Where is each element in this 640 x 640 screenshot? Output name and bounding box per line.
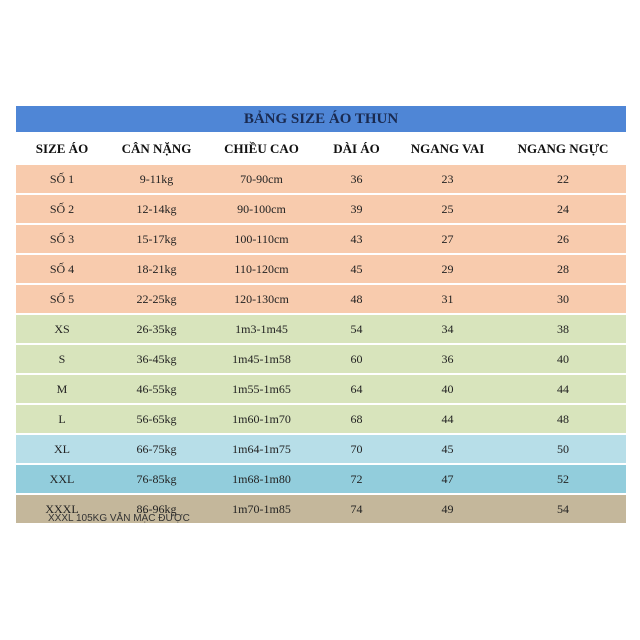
cell: 38 — [557, 321, 569, 336]
cell: 45 — [350, 261, 363, 276]
size-row: SỐ 5 22-25kg 120-130cm 48 31 30 — [16, 285, 626, 315]
cell: 100-110cm — [234, 231, 289, 246]
cell: 70 — [350, 441, 363, 456]
cell: 43 — [350, 231, 363, 246]
cell: 30 — [557, 291, 569, 306]
size-row: SỐ 4 18-21kg 110-120cm 45 29 28 — [16, 255, 626, 285]
cell: S — [58, 351, 66, 366]
cell: 70-90cm — [240, 171, 283, 186]
cell: 36-45kg — [136, 351, 177, 366]
cell: 31 — [441, 291, 454, 306]
header-cell: NGANG VAI — [410, 140, 485, 156]
cell: 27 — [441, 231, 454, 246]
cell: 28 — [557, 261, 569, 276]
cell: L — [58, 411, 66, 426]
cell: 1m64-1m75 — [232, 441, 291, 456]
cell: SỐ 4 — [49, 261, 75, 276]
cell: 34 — [441, 321, 454, 336]
size-row: SỐ 1 9-11kg 70-90cm 36 23 22 — [16, 165, 626, 195]
header-cell: SIZE ÁO — [35, 140, 89, 156]
cell: 48 — [557, 411, 569, 426]
cell: SỐ 5 — [49, 291, 75, 306]
cell: 18-21kg — [136, 261, 177, 276]
size-row: S 36-45kg 1m45-1m58 60 36 40 — [16, 345, 626, 375]
header-row: SIZE ÁO CÂN NẶNG CHIỀU CAO DÀI ÁO NGANG VAI N… — [16, 134, 626, 165]
size-row: SỐ 2 12-14kg 90-100cm 39 25 24 — [16, 195, 626, 225]
cell: 15-17kg — [136, 231, 177, 246]
cell: XS — [54, 321, 70, 336]
cell: 39 — [350, 201, 363, 216]
cell: 50 — [557, 441, 569, 456]
size-row: M 46-55kg 1m55-1m65 64 40 44 — [16, 375, 626, 405]
cell: SỐ 1 — [49, 171, 75, 186]
cell: 36 — [441, 351, 454, 366]
cell: 9-11kg — [139, 171, 174, 186]
cell: 56-65kg — [136, 411, 177, 426]
cell: 1m70-1m85 — [232, 501, 291, 516]
cell: 23 — [441, 171, 454, 186]
cell: 29 — [441, 261, 454, 276]
size-row: L 56-65kg 1m60-1m70 68 44 48 — [16, 405, 626, 435]
cell: 66-75kg — [136, 441, 177, 456]
cell: 22 — [557, 171, 569, 186]
cell: 1m3-1m45 — [235, 321, 288, 336]
cell: 26 — [557, 231, 569, 246]
cell: 90-100cm — [237, 201, 286, 216]
size-row: SỐ 3 15-17kg 100-110cm 43 27 26 — [16, 225, 626, 255]
cell: 60 — [350, 351, 363, 366]
cell: 1m45-1m58 — [232, 351, 291, 366]
cell: XL — [54, 441, 70, 456]
cell: 1m55-1m65 — [232, 381, 291, 396]
table-title: BẢNG SIZE ÁO THUN — [16, 106, 626, 134]
cell: 52 — [557, 471, 569, 486]
cell: 26-35kg — [136, 321, 177, 336]
cell: 45 — [441, 441, 454, 456]
cell: 48 — [350, 291, 363, 306]
cell: 74 — [350, 501, 363, 516]
cell: 36 — [350, 171, 363, 186]
size-row: XXXL 86-96kg 1m70-1m85 74 49 54 — [16, 495, 626, 525]
cell: 46-55kg — [136, 381, 177, 396]
cell: 72 — [350, 471, 363, 486]
cell: XXL — [49, 471, 75, 486]
cell: 47 — [441, 471, 454, 486]
cell: 49 — [441, 501, 454, 516]
header-cell: NGANG NGỰC — [517, 140, 609, 156]
cell: 44 — [557, 381, 569, 396]
cell: 40 — [557, 351, 569, 366]
note: XXXL 105KG VẪN MẶC ĐƯỢC — [48, 513, 190, 524]
cell: 24 — [557, 201, 569, 216]
header-cell: CHIỀU CAO — [224, 140, 299, 156]
cell: 64 — [350, 381, 363, 396]
header-cell: DÀI ÁO — [333, 140, 380, 156]
header-cell: CÂN NẶNG — [121, 140, 192, 156]
cell: XXXL — [45, 501, 79, 516]
cell: 40 — [441, 381, 454, 396]
cell: 12-14kg — [136, 201, 177, 216]
cell: SỐ 2 — [49, 201, 75, 216]
cell: M — [56, 381, 68, 396]
cell: 1m60-1m70 — [232, 411, 291, 426]
size-row: XS 26-35kg 1m3-1m45 54 34 38 — [16, 315, 626, 345]
cell: 76-85kg — [136, 471, 177, 486]
size-row: XXL 76-85kg 1m68-1m80 72 47 52 — [16, 465, 626, 495]
cell: SỐ 3 — [49, 231, 75, 246]
size-row: XL 66-75kg 1m64-1m75 70 45 50 — [16, 435, 626, 465]
cell: 54 — [350, 321, 363, 336]
cell: 22-25kg — [136, 291, 177, 306]
cell: 86-96kg — [136, 501, 177, 516]
cell: 1m68-1m80 — [232, 471, 291, 486]
cell: 44 — [441, 411, 454, 426]
size-table: BẢNG SIZE ÁO THUN SIZE ÁO CÂN NẶNG CHIỀU C… — [16, 106, 626, 525]
cell: 120-130cm — [234, 291, 289, 306]
cell: 68 — [350, 411, 363, 426]
cell: 54 — [557, 501, 569, 516]
cell: 25 — [441, 201, 454, 216]
cell: 110-120cm — [234, 261, 289, 276]
